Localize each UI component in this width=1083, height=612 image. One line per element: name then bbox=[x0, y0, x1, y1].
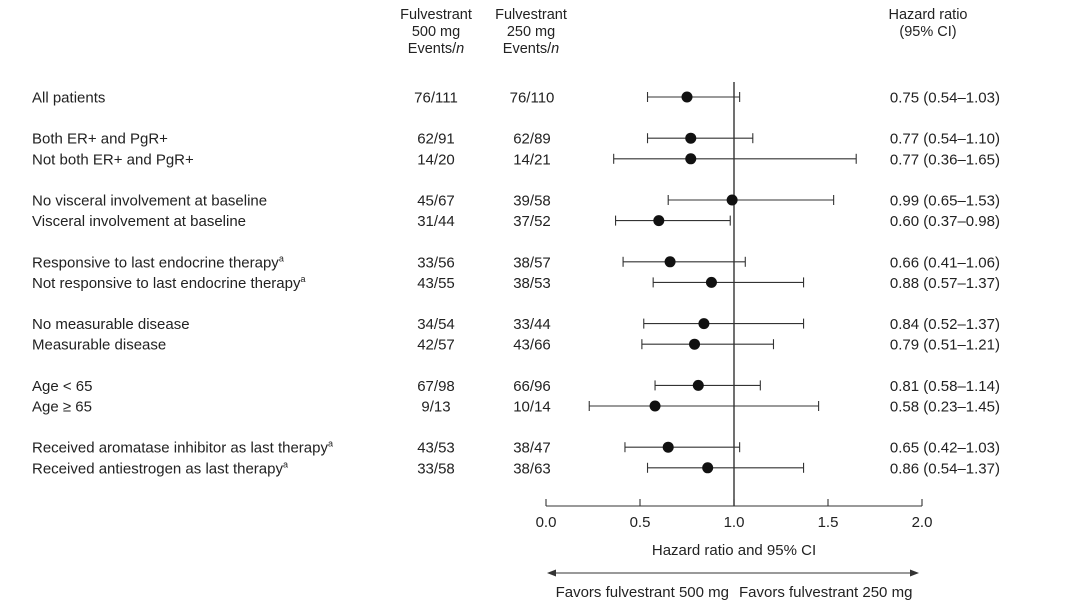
point-estimate bbox=[726, 194, 738, 206]
hazard-ratio-value: 0.86 (0.54–1.37) bbox=[890, 460, 1000, 477]
x-tick-label: 0.5 bbox=[630, 514, 651, 531]
column-header-250-line3: Events/n bbox=[483, 41, 579, 58]
events-500: 33/56 bbox=[417, 254, 455, 271]
column-header-hr-line1: Hazard ratio bbox=[888, 7, 968, 23]
row-label: Both ER+ and PgR+ bbox=[32, 131, 168, 148]
x-tick-label: 1.0 bbox=[724, 514, 745, 531]
point-estimate bbox=[689, 338, 701, 350]
events-250: 66/96 bbox=[513, 378, 551, 395]
favors-right-arrowhead bbox=[910, 569, 919, 577]
hazard-ratio-value: 0.81 (0.58–1.14) bbox=[890, 378, 1000, 395]
footnote-marker: a bbox=[328, 439, 333, 449]
point-estimate bbox=[685, 132, 697, 144]
column-header-fulvestrant-500: Fulvestrant 500 mg Events/n bbox=[388, 7, 484, 58]
hazard-ratio-value: 0.66 (0.41–1.06) bbox=[890, 254, 1000, 271]
events-500: 14/20 bbox=[417, 151, 455, 168]
footnote-marker: a bbox=[300, 274, 305, 284]
favors-right-label: Favors fulvestrant 250 mg bbox=[739, 584, 912, 601]
events-250: 33/44 bbox=[513, 316, 551, 333]
events-500: 31/44 bbox=[417, 213, 455, 230]
point-estimate bbox=[662, 441, 674, 453]
point-estimate bbox=[664, 256, 676, 268]
point-estimate bbox=[685, 153, 697, 165]
events-500: 67/98 bbox=[417, 378, 455, 395]
events-250: 62/89 bbox=[513, 131, 551, 148]
row-label: No visceral involvement at baseline bbox=[32, 193, 267, 210]
events-500: 33/58 bbox=[417, 460, 455, 477]
column-header-500-line2: 500 mg bbox=[411, 24, 461, 40]
x-tick-label: 1.5 bbox=[818, 514, 839, 531]
events-500: 9/13 bbox=[421, 399, 450, 416]
point-estimate bbox=[681, 91, 693, 103]
row-label: Received antiestrogen as last therapya bbox=[32, 459, 288, 477]
favors-left-label: Favors fulvestrant 500 mg bbox=[556, 584, 729, 601]
point-estimate bbox=[705, 276, 717, 288]
footnote-marker: a bbox=[279, 253, 284, 263]
column-header-fulvestrant-250: Fulvestrant 250 mg Events/n bbox=[483, 7, 579, 58]
hazard-ratio-value: 0.75 (0.54–1.03) bbox=[890, 90, 1000, 107]
events-250: 37/52 bbox=[513, 213, 551, 230]
events-500: 62/91 bbox=[417, 131, 455, 148]
row-label: Responsive to last endocrine therapya bbox=[32, 253, 284, 271]
events-500: 76/111 bbox=[414, 90, 458, 107]
x-tick-label: 0.0 bbox=[536, 514, 557, 531]
x-axis-label: Hazard ratio and 95% CI bbox=[652, 542, 816, 559]
row-label: Age ≥ 65 bbox=[32, 399, 92, 416]
hazard-ratio-value: 0.79 (0.51–1.21) bbox=[890, 337, 1000, 354]
x-tick-label: 2.0 bbox=[912, 514, 933, 531]
events-250: 10/14 bbox=[513, 399, 551, 416]
column-header-hazard-ratio: Hazard ratio (95% CI) bbox=[868, 7, 988, 41]
column-header-500-n: n bbox=[456, 41, 465, 57]
row-label: Not both ER+ and PgR+ bbox=[32, 151, 194, 168]
favors-left-arrowhead bbox=[547, 569, 556, 577]
column-header-250-line1: Fulvestrant bbox=[495, 7, 567, 23]
row-label: All patients bbox=[32, 90, 105, 107]
hazard-ratio-value: 0.77 (0.36–1.65) bbox=[890, 151, 1000, 168]
hazard-ratio-value: 0.60 (0.37–0.98) bbox=[890, 213, 1000, 230]
column-header-500-line1: Fulvestrant bbox=[400, 7, 472, 23]
column-header-500-line3: Events/n bbox=[388, 41, 484, 58]
hazard-ratio-value: 0.65 (0.42–1.03) bbox=[890, 440, 1000, 457]
row-label: Received aromatase inhibitor as last the… bbox=[32, 439, 333, 457]
column-header-250-line2: 250 mg bbox=[506, 24, 556, 40]
events-250: 38/53 bbox=[513, 275, 551, 292]
events-250: 38/57 bbox=[513, 254, 551, 271]
events-250: 38/47 bbox=[513, 440, 551, 457]
row-label: Not responsive to last endocrine therapy… bbox=[32, 274, 306, 292]
point-estimate bbox=[698, 318, 710, 330]
events-250: 43/66 bbox=[513, 337, 551, 354]
hazard-ratio-value: 0.88 (0.57–1.37) bbox=[890, 275, 1000, 292]
row-label: Visceral involvement at baseline bbox=[32, 213, 246, 230]
hazard-ratio-value: 0.77 (0.54–1.10) bbox=[890, 131, 1000, 148]
point-estimate bbox=[702, 462, 714, 474]
hazard-ratio-value: 0.99 (0.65–1.53) bbox=[890, 193, 1000, 210]
events-500: 45/67 bbox=[417, 193, 455, 210]
column-header-250-events: Events/ bbox=[502, 41, 552, 57]
events-250: 39/58 bbox=[513, 193, 551, 210]
row-label: Age < 65 bbox=[32, 378, 92, 395]
events-250: 38/63 bbox=[513, 460, 551, 477]
events-250: 76/110 bbox=[510, 90, 555, 107]
events-500: 43/53 bbox=[417, 440, 455, 457]
column-header-250-n: n bbox=[551, 41, 560, 57]
row-label: Measurable disease bbox=[32, 337, 166, 354]
hazard-ratio-value: 0.58 (0.23–1.45) bbox=[890, 399, 1000, 416]
events-500: 34/54 bbox=[417, 316, 455, 333]
footnote-marker: a bbox=[283, 459, 288, 469]
events-500: 42/57 bbox=[417, 337, 455, 354]
point-estimate bbox=[692, 379, 704, 391]
row-label: No measurable disease bbox=[32, 316, 190, 333]
column-header-hr-line2: (95% CI) bbox=[899, 24, 957, 40]
events-250: 14/21 bbox=[513, 151, 551, 168]
point-estimate bbox=[649, 400, 661, 412]
point-estimate bbox=[653, 215, 665, 227]
column-header-500-events: Events/ bbox=[407, 41, 457, 57]
hazard-ratio-value: 0.84 (0.52–1.37) bbox=[890, 316, 1000, 333]
events-500: 43/55 bbox=[417, 275, 455, 292]
